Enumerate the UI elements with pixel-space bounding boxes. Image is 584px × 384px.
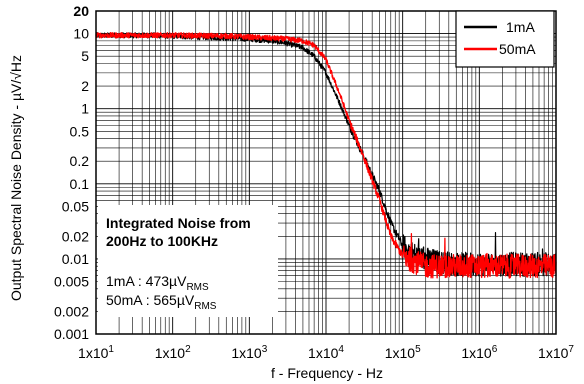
y-tick-label: 0.05 (62, 198, 89, 214)
x-axis-title: f - Frequency - Hz (271, 365, 383, 381)
legend-label-1mA: 1mA (506, 19, 535, 35)
y-tick-label: 5 (81, 48, 89, 64)
legend-label-50mA: 50mA (499, 41, 536, 57)
x-tick-label: 1x106 (461, 344, 497, 361)
y-tick-label: 0.005 (54, 274, 89, 290)
y-tick-label: 0.02 (62, 228, 89, 244)
x-tick-label: 1x103 (231, 344, 267, 361)
annotation-title-line1: Integrated Noise from (106, 215, 251, 231)
x-tick-labels: 1x101 1x102 1x103 1x104 1x105 1x106 1x107 (78, 344, 574, 361)
y-axis-title: Output Spectral Noise Density - µV/√Hz (8, 55, 24, 301)
x-tick-label: 1x102 (155, 344, 191, 361)
y-tick-label: 0.5 (70, 123, 90, 139)
y-tick-label: 20 (73, 3, 89, 19)
integrated-noise-annotation: Integrated Noise from 200Hz to 100KHz 1m… (98, 205, 278, 317)
annotation-50mA-value: 50mA : 565µVRMS (106, 292, 217, 312)
x-tick-label: 1x104 (308, 344, 344, 361)
x-tick-label: 1x101 (78, 344, 114, 361)
y-tick-label: 2 (81, 78, 89, 94)
y-tick-label: 0.1 (70, 176, 90, 192)
series-layer (95, 32, 557, 279)
y-tick-label: 0.001 (54, 326, 89, 342)
y-tick-label: 10 (73, 26, 89, 42)
x-tick-label: 1x107 (538, 344, 574, 361)
annotation-title-line2: 200Hz to 100KHz (106, 233, 218, 249)
plot-frame (95, 10, 557, 335)
y-tick-label: 1 (81, 101, 89, 117)
y-tick-label: 0.01 (62, 251, 89, 267)
annotation-background (98, 205, 278, 317)
y-tick-label: 0.2 (70, 153, 90, 169)
x-tick-label: 1x105 (385, 344, 421, 361)
y-tick-labels: 20 10 5 2 1 0.5 0.2 0.1 0.05 0.02 0.01 0.005 0.002 0.… (54, 3, 89, 342)
y-tick-label: 0.002 (54, 303, 89, 319)
legend: 1mA 50mA (455, 10, 555, 68)
series-line-50mA (95, 32, 557, 279)
legend-box (455, 10, 555, 68)
annotation-1mA-value: 1mA : 473µVRMS (106, 273, 209, 293)
